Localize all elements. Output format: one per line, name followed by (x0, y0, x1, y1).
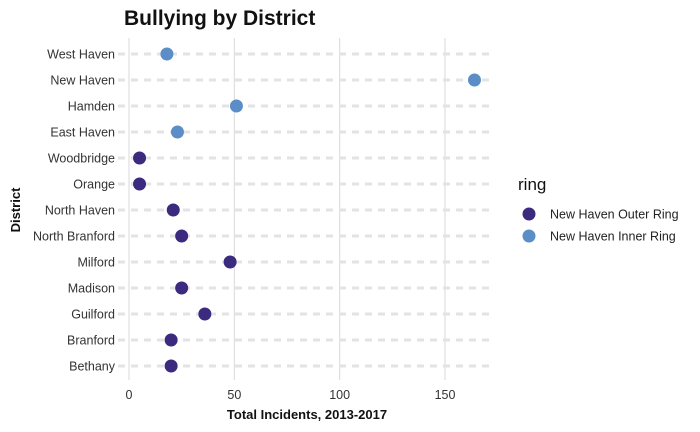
data-point (133, 177, 147, 191)
data-point (160, 47, 174, 61)
data-point (170, 125, 184, 139)
data-point (175, 229, 189, 243)
data-point (164, 359, 178, 373)
x-tick-label: 50 (227, 388, 241, 402)
data-point (467, 73, 481, 87)
legend-title: ring (518, 175, 546, 194)
legend-label: New Haven Inner Ring (550, 230, 676, 244)
data-point (175, 281, 189, 295)
y-tick-label: Hamden (68, 100, 115, 114)
data-point (164, 333, 178, 347)
y-tick-label: Milford (77, 256, 115, 270)
chart-title: Bullying by District (124, 7, 315, 30)
y-tick-label: Madison (68, 282, 115, 296)
legend-key (522, 229, 536, 243)
y-tick-label: Guilford (71, 308, 115, 322)
y-axis-title: District (8, 187, 23, 232)
data-point (166, 203, 180, 217)
y-tick-label: North Branford (33, 230, 115, 244)
y-tick-label: East Haven (50, 126, 115, 140)
y-tick-label: West Haven (47, 48, 115, 62)
x-tick-label: 150 (435, 388, 456, 402)
y-tick-label: Bethany (69, 360, 116, 374)
legend-key (522, 207, 536, 221)
y-tick-label: Branford (67, 334, 115, 348)
x-tick-label: 0 (126, 388, 133, 402)
data-point (229, 99, 243, 113)
y-tick-label: North Haven (45, 204, 115, 218)
data-point (223, 255, 237, 269)
y-tick-label: Orange (73, 178, 115, 192)
x-axis-tick-labels: 0 50 100 150 (126, 388, 456, 402)
data-point (133, 151, 147, 165)
data-points (133, 47, 481, 373)
data-point (198, 307, 212, 321)
y-tick-label: New Haven (50, 74, 115, 88)
x-tick-label: 100 (329, 388, 350, 402)
grid (118, 38, 490, 380)
x-axis-title: Total Incidents, 2013-2017 (227, 407, 387, 422)
y-axis-tick-labels: West Haven New Haven Hamden East Haven Woodb… (33, 48, 116, 374)
y-tick-label: Woodbridge (48, 152, 115, 166)
legend: ring New Haven Outer Ring New Haven Inner… (518, 175, 679, 244)
legend-label: New Haven Outer Ring (550, 208, 679, 222)
